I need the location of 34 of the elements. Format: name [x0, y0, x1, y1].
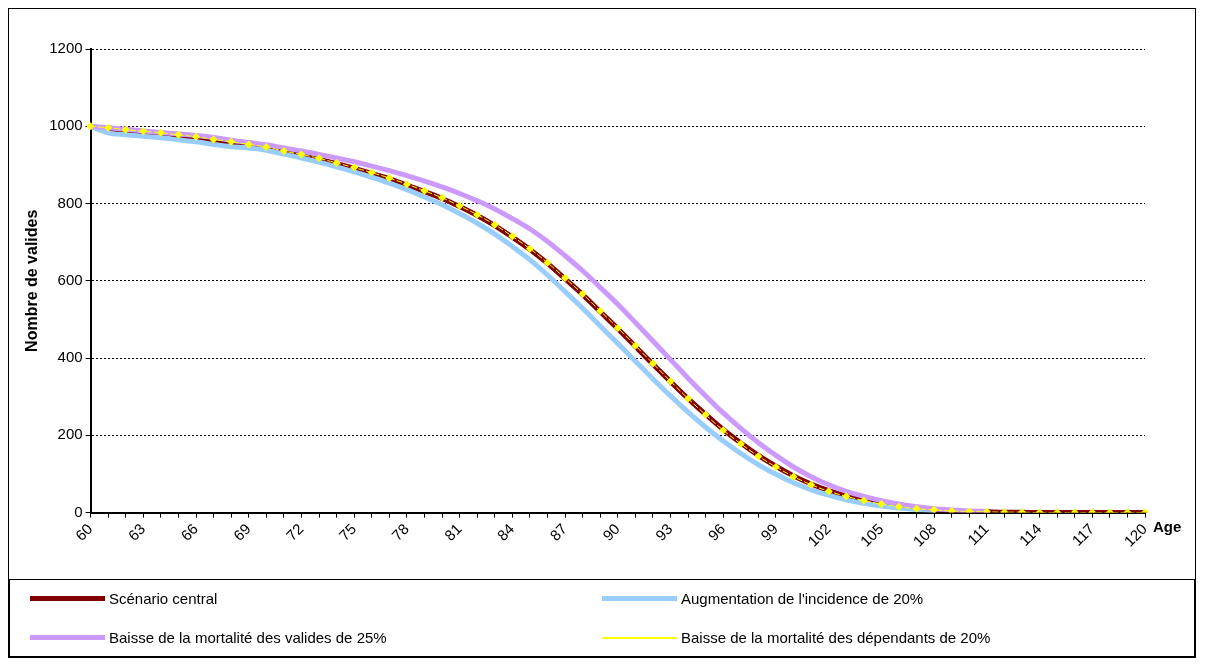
y-tick-label: 0 [74, 502, 83, 520]
y-tick-label: 1000 [49, 116, 83, 134]
x-tick-label: 108 [909, 519, 940, 550]
x-tick-label: 96 [704, 519, 729, 544]
x-tick-label: 93 [651, 519, 676, 544]
legend-label: Scénario central [109, 590, 218, 607]
x-tick-label: 90 [599, 519, 623, 544]
x-tick-label: 66 [177, 519, 202, 544]
y-axis-title: Nombre de valides [23, 209, 41, 352]
y-tick-label: 200 [57, 425, 83, 443]
x-tick-label: 99 [757, 519, 781, 544]
x-tick-label: 72 [282, 519, 307, 544]
legend-label: Baisse de la mortalité des valides de 25% [109, 629, 387, 646]
x-tick-label: 63 [124, 519, 149, 544]
x-tick-label: 81 [440, 519, 465, 544]
x-tick-label: 78 [388, 519, 412, 544]
y-tick-label: 600 [57, 270, 83, 288]
x-tick-label: 60 [71, 519, 96, 544]
y-tick-label: 1200 [49, 39, 83, 57]
x-tick-label: 105 [856, 519, 887, 550]
x-tick-label: 114 [1015, 519, 1045, 549]
x-tick-label: 75 [335, 519, 360, 544]
x-tick-label: 84 [493, 519, 518, 544]
y-tick-label: 800 [57, 193, 83, 211]
x-tick-label: 117 [1068, 519, 1098, 549]
legend-label: Baisse de la mortalité des dépendants de 20% [681, 629, 991, 646]
x-tick-label: 102 [804, 519, 834, 550]
legend-label: Augmentation de l'incidence de 20% [681, 590, 924, 607]
x-tick-label: 120 [1120, 519, 1151, 550]
x-tick-label: 111 [963, 519, 992, 549]
x-tick-label: 69 [229, 519, 254, 544]
x-tick-label: 87 [546, 519, 571, 544]
x-axis-title: Age [1153, 518, 1182, 536]
y-tick-label: 400 [57, 348, 83, 366]
